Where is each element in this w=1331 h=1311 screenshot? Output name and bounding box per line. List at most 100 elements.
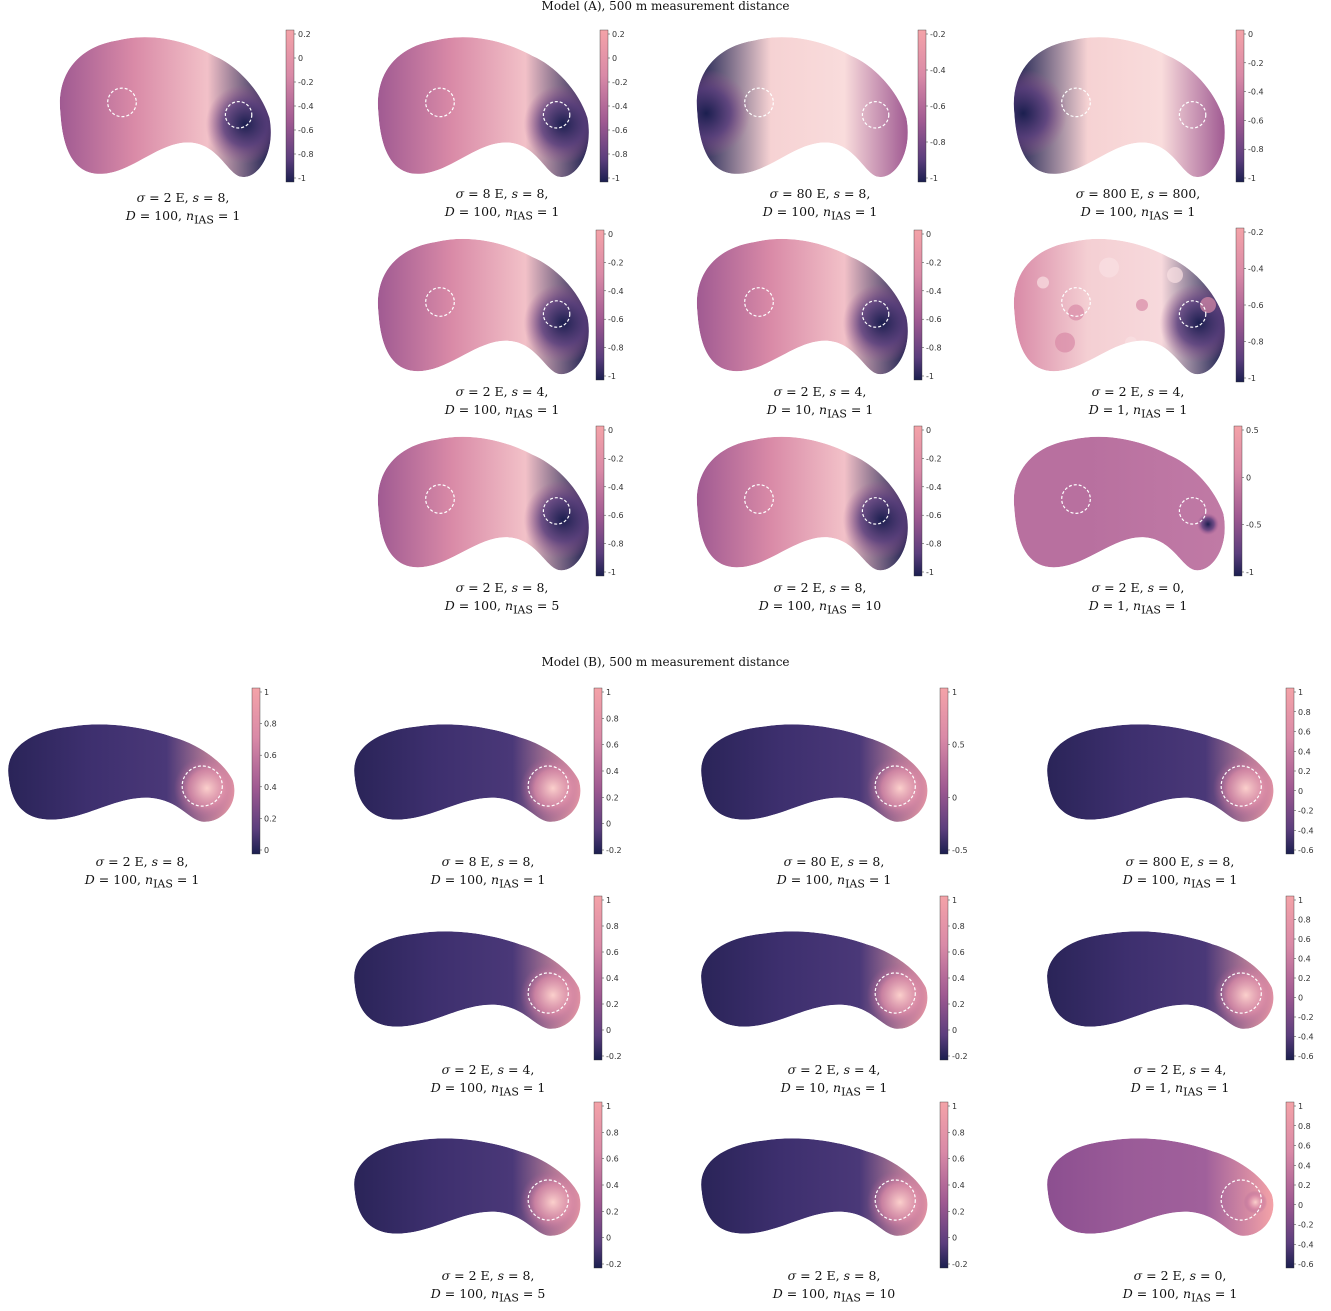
colorbar-tick-label: -0.8 [612, 150, 628, 159]
heatmap-body [696, 238, 908, 375]
measurement-circle [1220, 972, 1262, 1014]
colorbar-tick-label: -0.4 [1298, 1240, 1314, 1249]
caption-nias: 1 [869, 204, 878, 219]
colorbar-tick-label: -0.2 [606, 1260, 622, 1269]
panel-caption: σ = 2 E, s = 8, D = 100, nIAS = 10 [710, 579, 930, 620]
colorbar-tick-label: 0.6 [606, 741, 619, 750]
heatmap-body [1013, 37, 1225, 177]
heatmap-body [1013, 238, 1225, 375]
caption-s: 4 [854, 384, 863, 399]
caption-sigma: 80 E [810, 854, 840, 869]
caption-d: 100 [1151, 872, 1176, 887]
colorbar-tick-label: 1 [952, 896, 957, 905]
colorbar-tick-label: -0.2 [1298, 1221, 1314, 1230]
caption-s: 4 [536, 384, 545, 399]
caption-nias: 1 [1221, 1080, 1230, 1095]
colorbar-tick-label: 0.4 [606, 767, 619, 776]
colorbar-tick-label: 0 [952, 793, 957, 802]
caption-s: 8 [522, 854, 531, 869]
caption-line-1: σ = 2 E, s = 4, [787, 1062, 881, 1077]
measurement-circle [744, 87, 774, 118]
colorbar-tick-label: -1 [926, 372, 934, 381]
caption-sigma: 2 E [482, 384, 504, 399]
caption-line-1: σ = 2 E, s = 8, [136, 190, 230, 205]
caption-sigma: 2 E [1118, 384, 1140, 399]
colorbar-tick-label: 0 [298, 54, 303, 63]
caption-d: 10 [795, 402, 812, 417]
section-title-model-b: Model (B), 500 m measurement distance [541, 655, 790, 669]
colorbar-tick-label: 0 [606, 1234, 611, 1243]
colorbar-tick-label: 1 [952, 688, 957, 697]
caption-s: 8 [217, 190, 226, 205]
colorbar-tick-label: 0 [926, 426, 931, 435]
caption-sigma: 2 E [814, 1268, 836, 1283]
caption-sigma: 2 E [122, 854, 144, 869]
colorbar-tick-label: -0.2 [608, 454, 624, 463]
caption-nias: 1 [1229, 872, 1238, 887]
caption-nias: 1 [865, 402, 874, 417]
colorbar-tick-label: -0.6 [926, 511, 942, 520]
measurement-circle [1178, 300, 1207, 328]
colorbar-tick-label: -0.8 [1248, 145, 1264, 154]
panel-caption: σ = 2 E, s = 8, D = 100, nIAS = 1 [32, 853, 252, 894]
caption-line-2: D = 1, nIAS = 1 [1088, 598, 1188, 617]
colorbar-tick-label: 0.8 [1298, 1122, 1311, 1131]
colorbar-tick-label: -0.4 [608, 483, 624, 492]
panel-caption: σ = 2 E, s = 4, D = 100, nIAS = 1 [392, 383, 612, 424]
caption-line-2: D = 100, nIAS = 5 [444, 598, 560, 617]
caption-line-2: D = 100, nIAS = 1 [430, 872, 546, 891]
noise-blob [1167, 267, 1183, 283]
colorbar-tick-label: 0 [952, 1026, 957, 1035]
colorbar-tick-label: -0.6 [608, 315, 624, 324]
hotspot [696, 69, 751, 158]
panel-caption: σ = 2 E, s = 4, D = 1, nIAS = 1 [1028, 383, 1248, 424]
caption-line-2: D = 100, nIAS = 1 [1122, 872, 1238, 891]
caption-s: 8 [176, 854, 185, 869]
colorbar-tick-label: -0.2 [1248, 59, 1264, 68]
heatmap-body [1013, 436, 1225, 571]
colorbar-tick-label: 0.8 [264, 720, 277, 729]
hotspot [519, 962, 581, 1029]
colorbar-tick-label: -0.2 [952, 1260, 968, 1269]
panel-caption: σ = 2 E, s = 4, D = 100, nIAS = 1 [378, 1061, 598, 1102]
caption-sigma: 2 E [163, 190, 185, 205]
colorbar-tick-label: 0.6 [1298, 728, 1311, 737]
panel-caption: σ = 8 E, s = 8, D = 100, nIAS = 1 [392, 185, 612, 226]
caption-line-2: D = 1, nIAS = 1 [1088, 402, 1188, 421]
colorbar-tick-label: -1 [1246, 568, 1254, 577]
section-title-model-a: Model (A), 500 m measurement distance [541, 0, 790, 13]
caption-line-2: D = 100, nIAS = 1 [84, 872, 200, 891]
caption-line-1: σ = 80 E, s = 8, [783, 854, 885, 869]
colorbar [595, 425, 605, 577]
colorbar-tick-label: 0 [606, 1026, 611, 1035]
colorbar-tick-label: 0 [606, 820, 611, 829]
caption-line-2: D = 10, nIAS = 1 [780, 1080, 888, 1099]
caption-d: 1 [1159, 1080, 1168, 1095]
hotspot [1243, 1190, 1268, 1214]
caption-s: 800 [1172, 186, 1197, 201]
colorbar-tick-label: 1 [1298, 896, 1303, 905]
colorbar-tick-label: -0.5 [1246, 521, 1262, 530]
measurement-circle [1061, 484, 1091, 514]
caption-line-2: D = 100, nIAS = 1 [762, 204, 878, 223]
caption-sigma: 2 E [468, 1062, 490, 1077]
caption-nias: 1 [1187, 204, 1196, 219]
colorbar-tick-label: 0 [926, 230, 931, 239]
colorbar [913, 425, 923, 577]
colorbar-tick-label: 0.2 [298, 30, 311, 39]
caption-line-1: σ = 2 E, s = 8, [787, 1268, 881, 1283]
heatmap-body [377, 37, 589, 177]
colorbar [1235, 29, 1245, 183]
caption-nias: 1 [537, 872, 546, 887]
caption-d: 100 [791, 204, 816, 219]
colorbar-tick-label: -0.6 [1298, 846, 1314, 855]
heatmap-body [701, 1138, 928, 1236]
caption-line-1: σ = 2 E, s = 8, [441, 1268, 535, 1283]
colorbar-tick-label: 0.5 [1246, 426, 1259, 435]
